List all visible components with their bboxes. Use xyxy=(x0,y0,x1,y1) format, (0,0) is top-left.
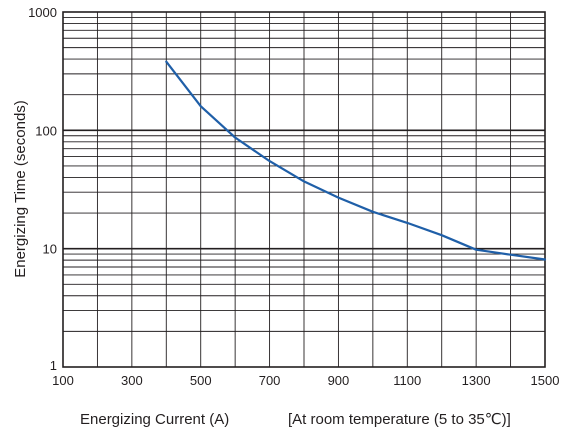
x-tick-label: 900 xyxy=(328,373,350,388)
x-tick-label: 1300 xyxy=(462,373,491,388)
x-tick-label: 1100 xyxy=(393,373,421,388)
y-tick-label: 10 xyxy=(43,242,57,257)
series-line xyxy=(165,60,547,261)
x-axis-ticks: 100 300 500 700 900 1100 1300 1500 xyxy=(52,373,559,388)
x-tick-label: 500 xyxy=(190,373,212,388)
y-tick-label: 1 xyxy=(50,358,57,373)
x-tick-label: 700 xyxy=(259,373,281,388)
x-axis-label: Energizing Current (A) xyxy=(80,411,229,428)
y-tick-label: 1000 xyxy=(28,5,57,20)
y-tick-label: 100 xyxy=(35,123,57,138)
y-axis-label: Energizing Time (seconds) xyxy=(12,100,29,278)
grid xyxy=(63,12,545,367)
x-tick-label: 1500 xyxy=(531,373,560,388)
plot-frame xyxy=(62,11,546,368)
y-axis-ticks: 1 10 100 1000 xyxy=(28,5,57,373)
x-tick-label: 300 xyxy=(121,373,143,388)
x-tick-label: 100 xyxy=(52,373,74,388)
temperature-note: [At room temperature (5 to 35℃)] xyxy=(288,411,511,428)
